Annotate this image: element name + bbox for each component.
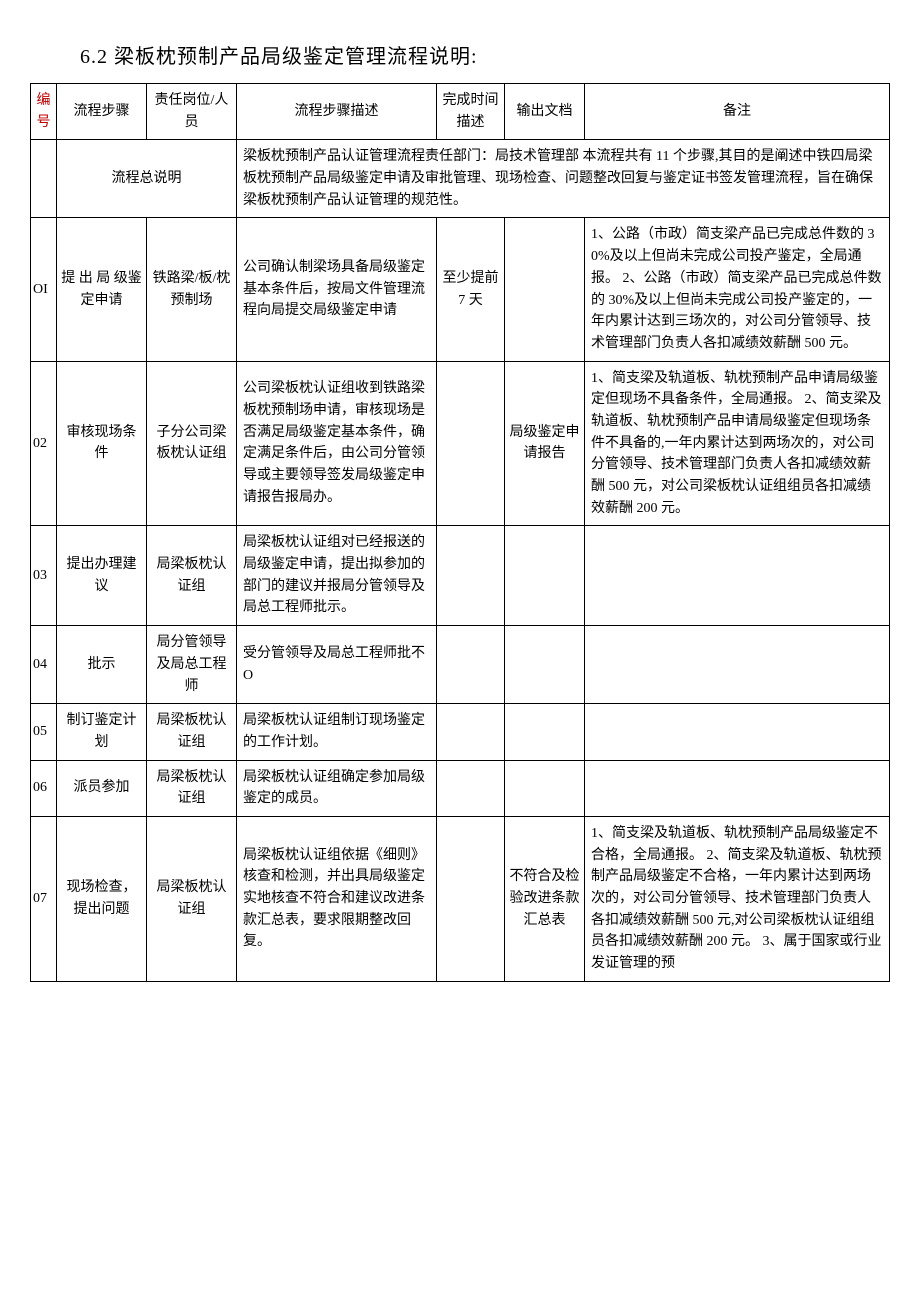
overview-desc: 梁板枕预制产品认证管理流程责任部门：局技术管理部 本流程共有 11 个步骤,其目…	[237, 140, 890, 218]
cell-desc: 公司确认制梁场具备局级鉴定基本条件后，按局文件管理流程向局提交局级鉴定申请	[237, 218, 437, 361]
table-row: 02 审核现场条件 子分公司梁板枕认证组 公司梁板枕认证组收到铁路梁板枕预制场申…	[31, 361, 890, 526]
cell-step: 现场检查，提出问题	[57, 816, 147, 981]
cell-note	[585, 704, 890, 760]
cell-step: 提 出 局 级鉴定申请	[57, 218, 147, 361]
cell-resp: 子分公司梁板枕认证组	[147, 361, 237, 526]
cell-out	[505, 704, 585, 760]
cell-time	[437, 361, 505, 526]
overview-label: 流程总说明	[57, 140, 237, 218]
table-header-row: 编号 流程步骤 责任岗位/人员 流程步骤描述 完成时间描述 输出文档 备注	[31, 84, 890, 140]
cell-note	[585, 626, 890, 704]
table-row: 03 提出办理建议 局梁板枕认证组 局梁板枕认证组对已经报送的局级鉴定申请，提出…	[31, 526, 890, 626]
cell-out: 局级鉴定申请报告	[505, 361, 585, 526]
cell-step: 批示	[57, 626, 147, 704]
cell-num: 06	[31, 760, 57, 816]
overview-row: 流程总说明 梁板枕预制产品认证管理流程责任部门：局技术管理部 本流程共有 11 …	[31, 140, 890, 218]
cell-note: 1、简支梁及轨道板、轨枕预制产品申请局级鉴定但现场不具备条件，全局通报。 2、简…	[585, 361, 890, 526]
col-header-time: 完成时间描述	[437, 84, 505, 140]
cell-note: 1、公路（市政）简支梁产品已完成总件数的 30%及以上但尚未完成公司投产鉴定，全…	[585, 218, 890, 361]
cell-note	[585, 526, 890, 626]
cell-desc: 局梁板枕认证组确定参加局级鉴定的成员。	[237, 760, 437, 816]
cell-resp: 局梁板枕认证组	[147, 526, 237, 626]
cell-note: 1、简支梁及轨道板、轨枕预制产品局级鉴定不合格，全局通报。 2、简支梁及轨道板、…	[585, 816, 890, 981]
col-header-note: 备注	[585, 84, 890, 140]
cell-time	[437, 816, 505, 981]
cell-num: 05	[31, 704, 57, 760]
cell-desc: 受分管领导及局总工程师批不 O	[237, 626, 437, 704]
cell-out	[505, 218, 585, 361]
cell-num: 04	[31, 626, 57, 704]
cell-step: 提出办理建议	[57, 526, 147, 626]
cell-out	[505, 760, 585, 816]
cell-step: 制订鉴定计划	[57, 704, 147, 760]
cell-time	[437, 760, 505, 816]
cell-num: OI	[31, 218, 57, 361]
cell-num: 07	[31, 816, 57, 981]
cell-desc: 公司梁板枕认证组收到铁路梁板枕预制场申请，审核现场是否满足局级鉴定基本条件，确定…	[237, 361, 437, 526]
cell-desc: 局梁板枕认证组对已经报送的局级鉴定申请，提出拟参加的部门的建议并报局分管领导及局…	[237, 526, 437, 626]
cell-resp: 局梁板枕认证组	[147, 704, 237, 760]
cell-time: 至少提前 7 天	[437, 218, 505, 361]
cell-out: 不符合及检验改进条款汇总表	[505, 816, 585, 981]
col-header-resp: 责任岗位/人员	[147, 84, 237, 140]
page-title: 6.2 梁板枕预制产品局级鉴定管理流程说明:	[80, 40, 890, 69]
cell-resp: 局分管领导及局总工程师	[147, 626, 237, 704]
table-row: 06 派员参加 局梁板枕认证组 局梁板枕认证组确定参加局级鉴定的成员。	[31, 760, 890, 816]
cell-time	[437, 704, 505, 760]
table-row: 04 批示 局分管领导及局总工程师 受分管领导及局总工程师批不 O	[31, 626, 890, 704]
cell-note	[585, 760, 890, 816]
cell-resp: 局梁板枕认证组	[147, 816, 237, 981]
process-table: 编号 流程步骤 责任岗位/人员 流程步骤描述 完成时间描述 输出文档 备注 流程…	[30, 83, 890, 982]
table-row: OI 提 出 局 级鉴定申请 铁路梁/板/枕预制场 公司确认制梁场具备局级鉴定基…	[31, 218, 890, 361]
cell-time	[437, 526, 505, 626]
col-header-num: 编号	[31, 84, 57, 140]
cell-time	[437, 626, 505, 704]
col-header-desc: 流程步骤描述	[237, 84, 437, 140]
table-row: 05 制订鉴定计划 局梁板枕认证组 局梁板枕认证组制订现场鉴定的工作计划。	[31, 704, 890, 760]
cell-resp: 局梁板枕认证组	[147, 760, 237, 816]
cell-step: 派员参加	[57, 760, 147, 816]
cell-step: 审核现场条件	[57, 361, 147, 526]
col-header-out: 输出文档	[505, 84, 585, 140]
cell-resp: 铁路梁/板/枕预制场	[147, 218, 237, 361]
cell-num: 03	[31, 526, 57, 626]
cell-out	[505, 626, 585, 704]
cell-desc: 局梁板枕认证组制订现场鉴定的工作计划。	[237, 704, 437, 760]
cell-out	[505, 526, 585, 626]
table-row: 07 现场检查，提出问题 局梁板枕认证组 局梁板枕认证组依据《细则》核查和检测，…	[31, 816, 890, 981]
col-header-step: 流程步骤	[57, 84, 147, 140]
cell-num: 02	[31, 361, 57, 526]
cell-desc: 局梁板枕认证组依据《细则》核查和检测，并出具局级鉴定实地核查不符合和建议改进条款…	[237, 816, 437, 981]
